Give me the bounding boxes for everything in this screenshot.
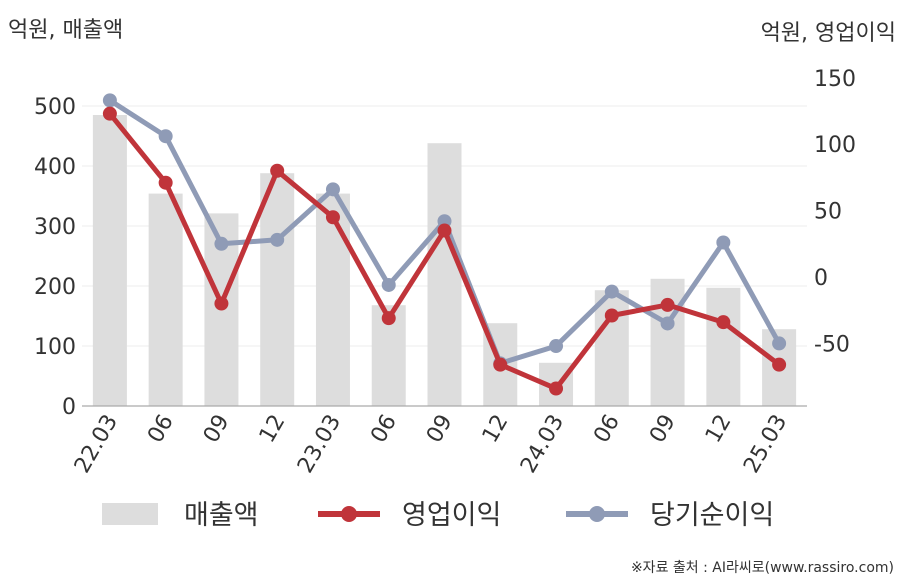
- data-point: [716, 315, 731, 330]
- right-tick-label: 100: [814, 133, 856, 158]
- bar: [427, 143, 462, 406]
- line-series: [102, 93, 787, 396]
- data-point: [660, 297, 675, 312]
- legend-marker: [589, 506, 605, 522]
- bar-series: [92, 115, 797, 406]
- x-tick-label: 09: [199, 411, 235, 448]
- bar: [706, 287, 741, 406]
- x-tick-label: 12: [255, 411, 291, 448]
- data-point: [214, 236, 229, 251]
- x-tick-label: 12: [478, 411, 514, 448]
- bar: [650, 278, 685, 406]
- data-point: [102, 106, 117, 121]
- data-point: [604, 308, 619, 323]
- data-point: [549, 381, 564, 396]
- data-point: [772, 357, 787, 372]
- left-axis-title: 억원, 매출액: [8, 18, 123, 43]
- bar: [148, 193, 183, 406]
- legend-swatch: [102, 503, 158, 525]
- legend: 매출액 영업이익 당기순이익: [102, 500, 774, 531]
- right-tick-label: -50: [814, 332, 850, 357]
- bar: [92, 115, 127, 406]
- source-note: ※자료 출처 : AI라씨로(www.rassiro.com): [631, 560, 894, 576]
- x-tick-label: 06: [589, 411, 625, 448]
- bar: [315, 193, 350, 406]
- data-point: [214, 296, 229, 311]
- left-tick-label: 100: [34, 335, 76, 360]
- bar: [260, 173, 295, 406]
- legend-marker: [341, 506, 357, 522]
- right-tick-label: 0: [814, 266, 828, 291]
- data-point: [716, 235, 731, 250]
- data-point: [270, 163, 285, 178]
- legend-label: 매출액: [184, 500, 259, 531]
- data-point: [325, 210, 340, 225]
- data-point: [660, 316, 675, 331]
- legend-label: 영업이익: [402, 500, 501, 531]
- right-axis-title: 억원, 영업이익: [761, 21, 896, 46]
- x-tick-label: 23.03: [293, 411, 346, 478]
- x-tick-label: 09: [645, 411, 681, 448]
- data-point: [325, 182, 340, 197]
- data-point: [772, 336, 787, 351]
- data-point: [437, 223, 452, 238]
- data-point: [493, 357, 508, 372]
- left-tick-label: 500: [34, 95, 76, 120]
- x-tick-label: 06: [366, 411, 402, 448]
- bar: [594, 290, 629, 406]
- data-point: [270, 232, 285, 247]
- data-point: [102, 93, 117, 108]
- x-tick-label: 12: [701, 411, 737, 448]
- left-tick-label: 0: [62, 395, 76, 420]
- x-tick-label: 25.03: [739, 411, 792, 478]
- data-point: [604, 284, 619, 299]
- x-tick-label: 06: [143, 411, 179, 448]
- left-tick-label: 400: [34, 155, 76, 180]
- legend-label: 당기순이익: [650, 500, 774, 531]
- x-tick-label: 09: [422, 411, 458, 448]
- data-point: [381, 277, 396, 292]
- right-tick-label: 150: [814, 67, 856, 92]
- data-point: [549, 339, 564, 354]
- left-tick-label: 300: [34, 215, 76, 240]
- left-tick-label: 200: [34, 275, 76, 300]
- x-tick-label: 22.03: [70, 411, 123, 478]
- data-point: [381, 311, 396, 326]
- data-point: [158, 129, 173, 144]
- right-tick-label: 50: [814, 200, 842, 225]
- data-point: [158, 175, 173, 190]
- x-tick-label: 24.03: [516, 411, 569, 478]
